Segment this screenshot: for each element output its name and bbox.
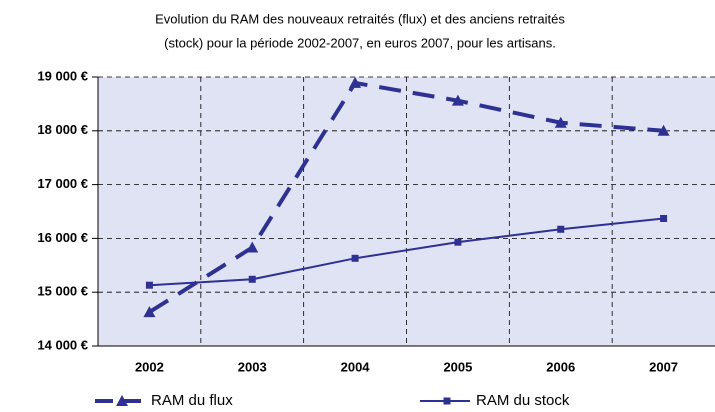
point (246, 241, 259, 253)
x-tick-label: 2006 (546, 359, 575, 374)
x-tick-label: 2005 (443, 359, 472, 374)
y-tick-label: 16 000 € (37, 230, 88, 245)
point (145, 281, 153, 289)
legend-label: RAM du stock (476, 392, 570, 409)
point (443, 397, 451, 405)
point (454, 238, 462, 246)
point (554, 116, 567, 128)
point (351, 254, 359, 262)
plot-area (98, 77, 715, 346)
point (349, 76, 362, 88)
legend-label: RAM du flux (151, 392, 233, 409)
chart-title: Evolution du RAM des nouveaux retraités … (155, 11, 565, 26)
chart-title: (stock) pour la période 2002-2007, en eu… (164, 35, 556, 50)
y-tick-label: 17 000 € (37, 176, 88, 191)
point (657, 124, 670, 136)
point (660, 214, 668, 222)
y-tick-label: 19 000 € (37, 68, 88, 83)
point (557, 225, 565, 233)
point (143, 306, 156, 318)
y-tick-label: 18 000 € (37, 122, 88, 137)
x-tick-label: 2003 (238, 359, 267, 374)
point (451, 94, 464, 106)
x-tick-label: 2007 (649, 359, 678, 374)
line (149, 217, 664, 287)
y-tick-label: 14 000 € (37, 337, 88, 352)
y-tick-label: 15 000 € (37, 284, 88, 299)
x-tick-label: 2004 (341, 359, 371, 374)
point (248, 275, 256, 283)
point (116, 395, 128, 406)
x-tick-label: 2002 (135, 359, 164, 374)
